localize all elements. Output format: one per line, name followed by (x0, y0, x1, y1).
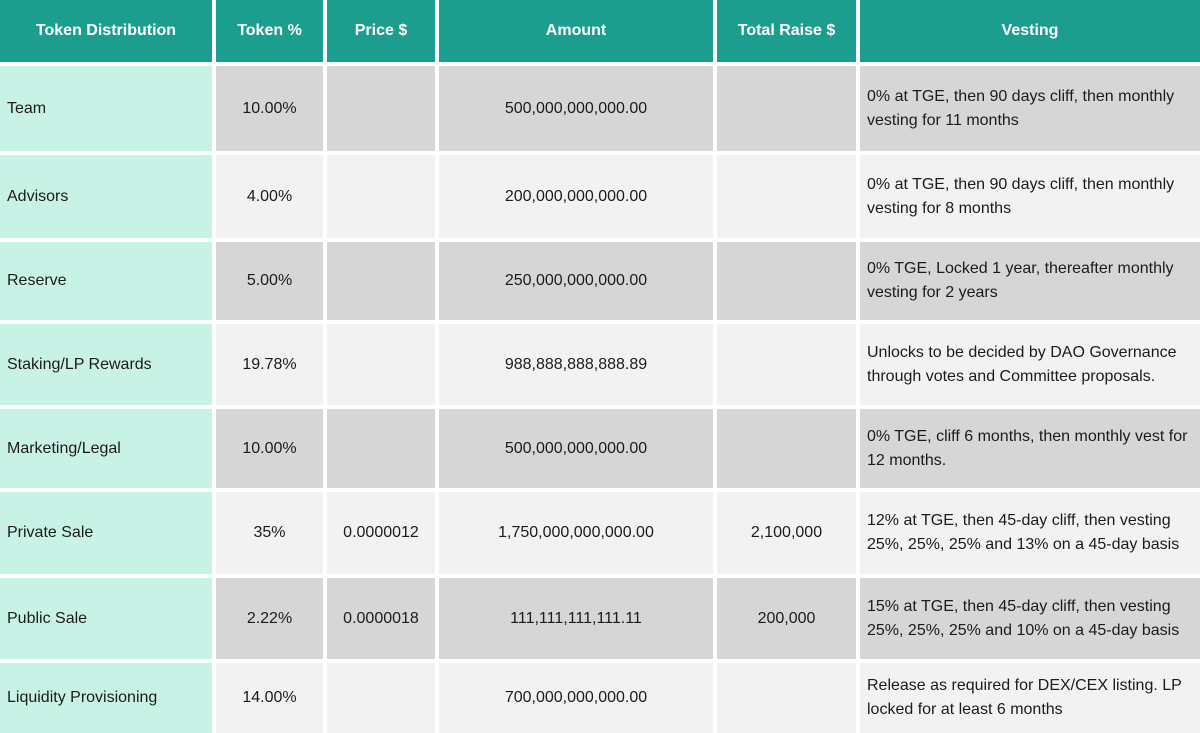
distribution-cell: Reserve (0, 242, 212, 320)
price-cell (327, 155, 435, 238)
token-pct-cell: 10.00% (216, 66, 323, 151)
total-raise-cell (717, 242, 856, 320)
distribution-cell: Advisors (0, 155, 212, 238)
total-raise-cell (717, 155, 856, 238)
amount-cell: 250,000,000,000.00 (439, 242, 713, 320)
price-cell: 0.0000018 (327, 578, 435, 659)
column-header-price: Price $ (327, 0, 435, 62)
amount-cell: 200,000,000,000.00 (439, 155, 713, 238)
column-header-vesting: Vesting (860, 0, 1200, 62)
price-cell: 0.0000012 (327, 492, 435, 574)
distribution-cell: Marketing/Legal (0, 409, 212, 488)
token-pct-cell: 35% (216, 492, 323, 574)
total-raise-cell (717, 663, 856, 733)
distribution-cell: Private Sale (0, 492, 212, 574)
total-raise-cell (717, 409, 856, 488)
vesting-cell: 12% at TGE, then 45-day cliff, then vest… (860, 492, 1200, 574)
column-header-token-pct: Token % (216, 0, 323, 62)
vesting-cell: 15% at TGE, then 45-day cliff, then vest… (860, 578, 1200, 659)
amount-cell: 111,111,111,111.11 (439, 578, 713, 659)
vesting-cell: 0% at TGE, then 90 days cliff, then mont… (860, 66, 1200, 151)
total-raise-cell: 200,000 (717, 578, 856, 659)
distribution-cell: Staking/LP Rewards (0, 324, 212, 405)
distribution-cell: Public Sale (0, 578, 212, 659)
amount-cell: 988,888,888,888.89 (439, 324, 713, 405)
total-raise-cell: 2,100,000 (717, 492, 856, 574)
distribution-cell: Team (0, 66, 212, 151)
distribution-cell: Liquidity Provisioning (0, 663, 212, 733)
vesting-cell: Release as required for DEX/CEX listing.… (860, 663, 1200, 733)
column-header-total-raise: Total Raise $ (717, 0, 856, 62)
column-header-amount: Amount (439, 0, 713, 62)
token-pct-cell: 19.78% (216, 324, 323, 405)
token-pct-cell: 5.00% (216, 242, 323, 320)
amount-cell: 500,000,000,000.00 (439, 409, 713, 488)
vesting-cell: 0% at TGE, then 90 days cliff, then mont… (860, 155, 1200, 238)
price-cell (327, 409, 435, 488)
price-cell (327, 324, 435, 405)
vesting-cell: 0% TGE, cliff 6 months, then monthly ves… (860, 409, 1200, 488)
amount-cell: 700,000,000,000.00 (439, 663, 713, 733)
price-cell (327, 242, 435, 320)
column-header-distribution: Token Distribution (0, 0, 212, 62)
total-raise-cell (717, 324, 856, 405)
vesting-cell: Unlocks to be decided by DAO Governance … (860, 324, 1200, 405)
token-pct-cell: 4.00% (216, 155, 323, 238)
token-pct-cell: 10.00% (216, 409, 323, 488)
token-pct-cell: 14.00% (216, 663, 323, 733)
total-raise-cell (717, 66, 856, 151)
vesting-cell: 0% TGE, Locked 1 year, thereafter monthl… (860, 242, 1200, 320)
token-pct-cell: 2.22% (216, 578, 323, 659)
price-cell (327, 66, 435, 151)
price-cell (327, 663, 435, 733)
amount-cell: 500,000,000,000.00 (439, 66, 713, 151)
amount-cell: 1,750,000,000,000.00 (439, 492, 713, 574)
